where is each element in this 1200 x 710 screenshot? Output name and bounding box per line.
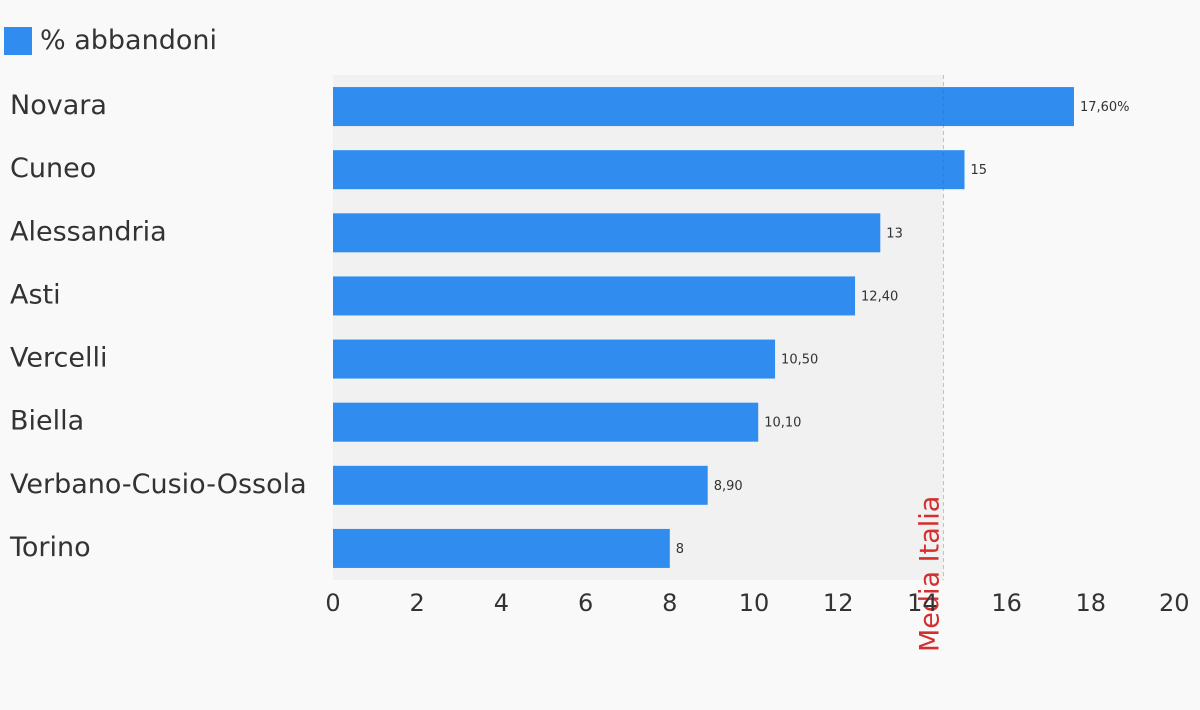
x-tick-label: 12: [823, 589, 854, 617]
bar: [333, 402, 759, 442]
data-label: 8: [676, 542, 684, 557]
x-tick-label: 10: [739, 589, 770, 617]
x-tick-label: 2: [410, 589, 425, 617]
bar: [333, 465, 708, 505]
x-tick-label: 16: [991, 589, 1022, 617]
legend-swatch: [4, 27, 32, 55]
bar: [333, 528, 670, 568]
data-label: 17,60%: [1080, 100, 1130, 115]
bar: [333, 150, 965, 190]
x-tick-label: 6: [578, 589, 593, 617]
reference-label: Media Italia: [914, 496, 945, 652]
data-label: 10,50: [781, 353, 818, 368]
bar: [333, 213, 881, 253]
x-tick-label: 4: [494, 589, 509, 617]
legend: % abbandoni: [4, 24, 217, 58]
category-label: Asti: [10, 279, 61, 310]
data-label: 8,90: [714, 479, 743, 494]
data-label: 15: [971, 163, 988, 178]
data-label: 13: [886, 226, 903, 241]
category-label: Alessandria: [10, 216, 167, 247]
x-tick-label: 0: [325, 589, 340, 617]
bar: [333, 339, 776, 379]
data-label: 10,10: [764, 416, 801, 431]
data-label: 12,40: [861, 289, 898, 304]
x-tick-label: 14: [907, 589, 938, 617]
bar: [333, 276, 856, 316]
legend-label: % abbandoni: [40, 25, 217, 56]
category-label: Novara: [10, 90, 107, 121]
category-label: Vercelli: [10, 343, 107, 374]
bar: [333, 87, 1074, 127]
category-label: Biella: [10, 406, 84, 437]
category-label: Cuneo: [10, 153, 96, 184]
x-tick-label: 8: [662, 589, 677, 617]
category-label: Verbano-Cusio-Ossola: [10, 469, 307, 500]
category-label: Torino: [9, 532, 91, 563]
x-tick-label: 18: [1076, 589, 1107, 617]
x-tick-label: 20: [1159, 589, 1190, 617]
